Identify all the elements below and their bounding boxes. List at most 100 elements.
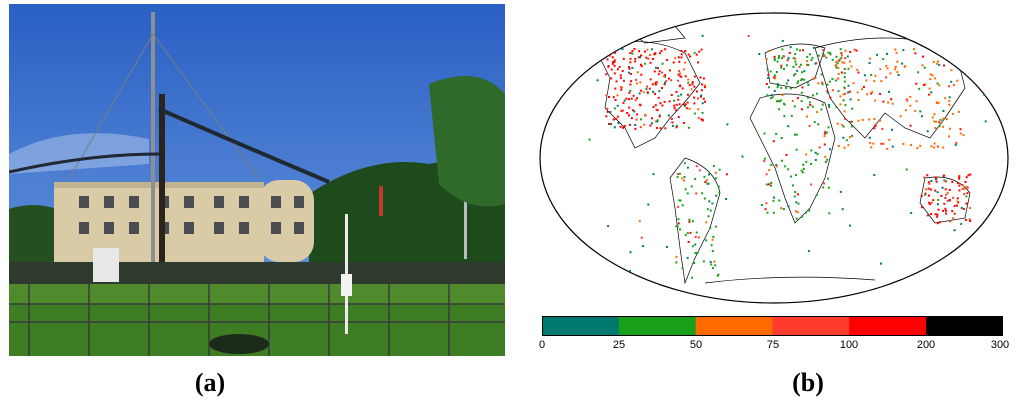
station-dot	[824, 161, 827, 163]
station-dot	[827, 51, 830, 54]
station-dot	[614, 99, 617, 101]
station-dot	[924, 83, 927, 86]
station-dot	[659, 52, 661, 55]
station-dot	[822, 49, 825, 51]
station-dot	[640, 54, 643, 57]
station-dot	[693, 51, 696, 54]
station-dot	[958, 176, 961, 179]
station-dot	[639, 126, 642, 129]
station-dot	[704, 84, 707, 87]
station-dot	[960, 223, 963, 225]
station-dot	[684, 61, 687, 64]
station-dot	[643, 123, 646, 126]
station-dot	[956, 58, 959, 61]
station-dot	[964, 219, 967, 221]
station-dot	[849, 60, 851, 63]
station-dot	[689, 231, 692, 234]
station-dot	[640, 118, 642, 121]
station-dot	[934, 213, 937, 216]
station-dot	[930, 91, 933, 94]
station-dot	[843, 61, 846, 64]
station-dot	[845, 139, 848, 142]
station-dot	[823, 135, 826, 138]
station-dot	[619, 125, 622, 128]
station-dot	[827, 177, 830, 180]
station-dot	[628, 114, 630, 117]
station-dot	[885, 76, 888, 79]
station-dot	[928, 201, 931, 204]
station-dot	[942, 110, 945, 112]
station-dot	[678, 199, 681, 202]
station-dot	[715, 194, 718, 197]
station-dot	[701, 102, 704, 105]
station-dot	[837, 90, 840, 93]
station-dot	[697, 108, 700, 111]
station-dot	[675, 225, 678, 228]
station-dot	[946, 191, 949, 194]
station-dot	[937, 102, 940, 105]
station-dot	[656, 120, 659, 123]
station-dot	[921, 206, 923, 209]
station-dot	[676, 225, 679, 228]
station-dot	[824, 132, 826, 135]
station-dot	[955, 54, 958, 57]
station-dot	[953, 229, 956, 232]
station-dot	[651, 122, 653, 125]
station-dot	[710, 263, 713, 266]
station-dot	[643, 62, 646, 65]
station-dot	[657, 67, 659, 70]
station-dot	[764, 208, 767, 211]
station-dot	[938, 125, 941, 128]
station-dots	[566, 29, 987, 288]
station-dot	[873, 174, 876, 176]
station-dot	[959, 128, 962, 131]
station-dot	[812, 46, 815, 49]
station-dot	[951, 210, 954, 213]
station-dot	[934, 127, 937, 129]
station-dot	[766, 94, 769, 97]
station-dot	[677, 73, 680, 76]
station-dot	[842, 125, 845, 128]
station-dot	[963, 187, 966, 190]
station-dot	[657, 96, 660, 99]
station-dot	[766, 211, 769, 214]
station-dot	[837, 73, 840, 75]
station-dot	[842, 99, 845, 102]
station-dot	[800, 78, 803, 81]
station-dot	[856, 68, 859, 71]
station-dot	[622, 109, 625, 112]
station-dot	[769, 70, 772, 73]
station-dot	[930, 180, 933, 182]
station-dot	[870, 74, 873, 76]
station-dot	[636, 113, 639, 116]
station-dot	[794, 210, 797, 213]
station-dot	[942, 125, 945, 128]
station-dot	[649, 78, 652, 81]
station-dot	[672, 61, 675, 64]
station-dot	[856, 91, 859, 94]
station-dot	[632, 94, 635, 97]
station-dot	[653, 53, 656, 56]
station-dot	[919, 144, 922, 147]
station-dot	[792, 57, 795, 60]
station-dot	[798, 65, 801, 68]
station-dot	[949, 220, 951, 223]
station-dot	[936, 145, 939, 148]
station-dot	[874, 123, 877, 126]
station-dot	[693, 75, 696, 78]
station-dot	[683, 179, 685, 182]
station-dot	[800, 169, 803, 172]
station-dot	[652, 90, 655, 93]
station-dot	[806, 115, 808, 118]
station-dot	[802, 49, 804, 52]
station-dot	[849, 98, 852, 101]
colorbar-tick: 25	[612, 339, 626, 351]
station-dot	[874, 74, 877, 77]
station-dot	[706, 208, 709, 211]
station-dot	[955, 204, 958, 207]
station-dot	[919, 110, 922, 113]
station-dot	[901, 62, 904, 65]
station-dot	[572, 255, 575, 258]
station-dot	[613, 72, 616, 75]
station-dot	[835, 55, 838, 58]
